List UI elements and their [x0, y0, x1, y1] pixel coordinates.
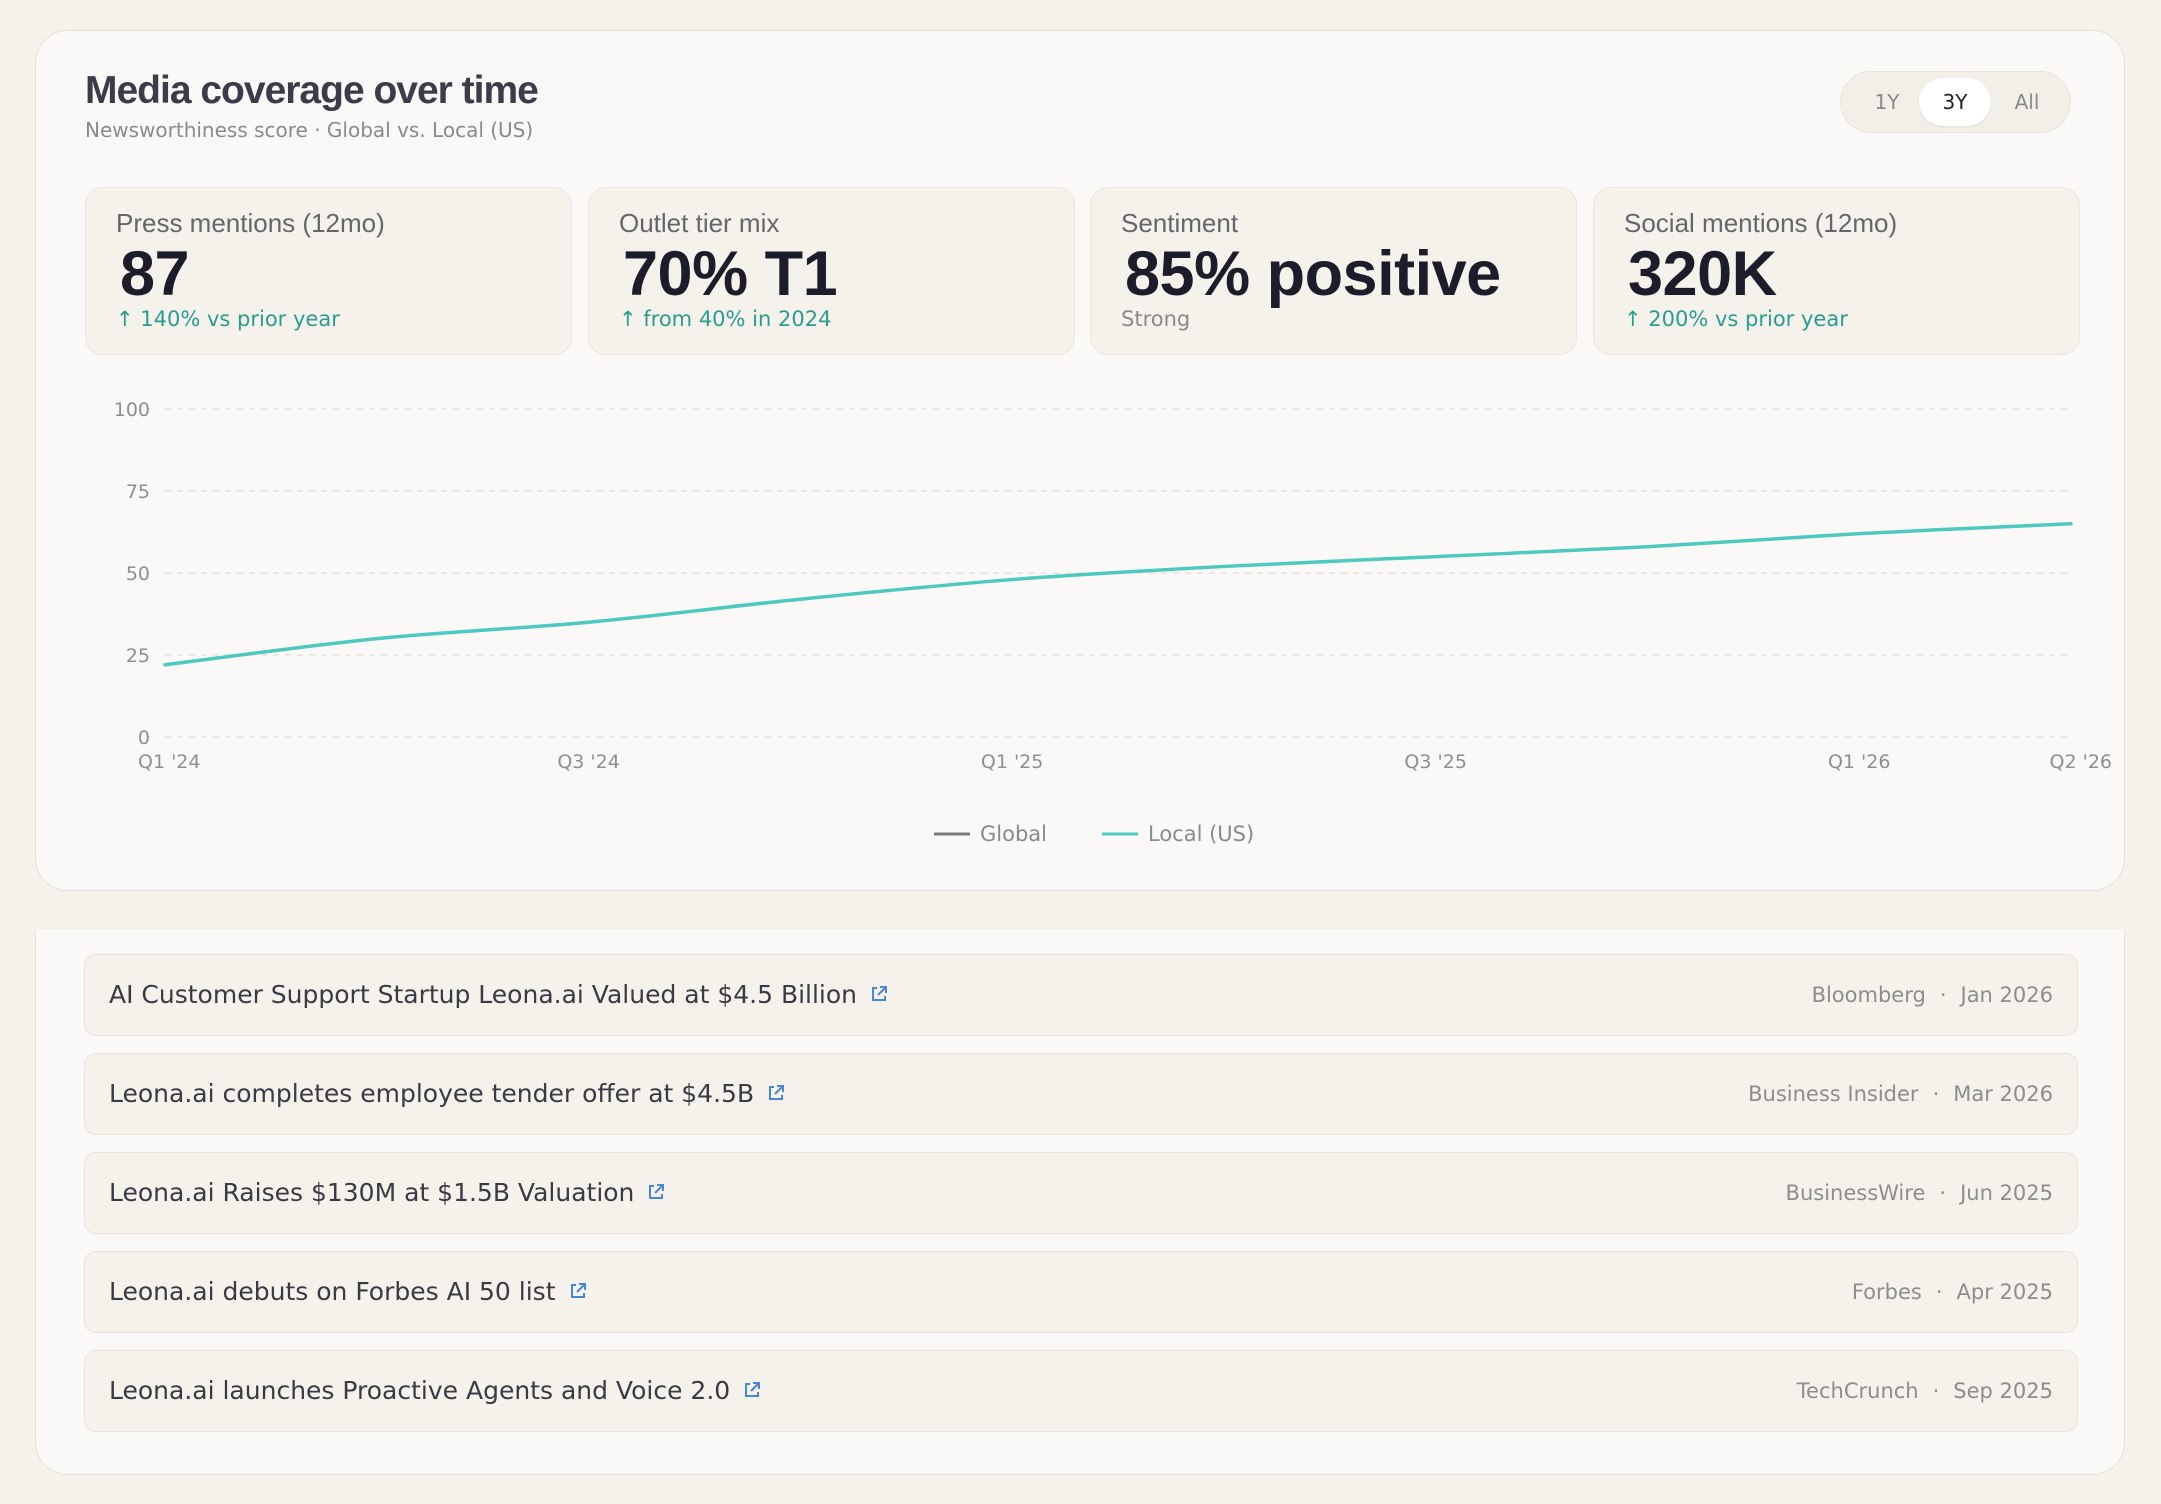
article-date: Jan 2026	[1960, 983, 2054, 1007]
article-title[interactable]: Leona.ai debuts on Forbes AI 50 list	[109, 1252, 588, 1332]
article-title-text[interactable]: Leona.ai launches Proactive Agents and V…	[109, 1376, 731, 1405]
y-tick-label: 50	[126, 563, 150, 585]
article-row[interactable]: Leona.ai Raises $130M at $1.5B Valuation…	[84, 1152, 2078, 1234]
y-tick-label: 25	[126, 645, 150, 667]
stat-value: 320K	[1628, 239, 1777, 309]
coverage-line-chart: 0 25 50 75 100 Q1 '24 Q3 '24 Q1 '25 Q3 '25 Q1 '26…	[114, 399, 2112, 846]
article-meta: TechCrunch · Sep 2025	[1796, 1379, 2053, 1403]
range-all-button[interactable]: All	[2014, 90, 2040, 114]
range-1y-button[interactable]: 1Y	[1874, 90, 1900, 114]
stat-label: Outlet tier mix	[619, 208, 780, 238]
stat-value: 85% positive	[1125, 239, 1501, 309]
external-link-icon[interactable]	[869, 984, 889, 1004]
article-source: Forbes	[1851, 1280, 1922, 1304]
x-tick-label: Q3 '25	[1404, 751, 1466, 773]
article-date: Mar 2026	[1953, 1082, 2053, 1106]
stat-value: 87	[120, 239, 190, 309]
external-link-icon[interactable]	[568, 1281, 588, 1301]
external-link-icon[interactable]	[646, 1182, 666, 1202]
article-meta: Business Insider · Mar 2026	[1748, 1082, 2053, 1106]
page-subtitle: Newsworthiness score · Global vs. Local …	[85, 118, 534, 142]
y-tick-label: 0	[138, 727, 150, 749]
article-title-text[interactable]: AI Customer Support Startup Leona.ai Val…	[109, 980, 858, 1009]
article-title[interactable]: Leona.ai launches Proactive Agents and V…	[109, 1351, 762, 1431]
media-coverage-card: Media coverage over time Newsworthiness …	[35, 30, 2125, 891]
y-tick-label: 75	[126, 481, 150, 503]
x-tick-label: Q2 '26	[2050, 751, 2112, 773]
article-title[interactable]: AI Customer Support Startup Leona.ai Val…	[109, 955, 889, 1035]
stat-delta: Strong	[1121, 307, 1191, 331]
legend-label: Global	[980, 822, 1047, 846]
legend-label: Local (US)	[1148, 822, 1254, 846]
article-title[interactable]: Leona.ai Raises $130M at $1.5B Valuation	[109, 1153, 666, 1233]
stat-delta: ↑ 200% vs prior year	[1624, 307, 1848, 331]
article-meta: BusinessWire · Jun 2025	[1785, 1181, 2053, 1205]
article-row[interactable]: Leona.ai debuts on Forbes AI 50 list For…	[84, 1251, 2078, 1333]
external-link-icon[interactable]	[742, 1380, 762, 1400]
article-title-text[interactable]: Leona.ai debuts on Forbes AI 50 list	[109, 1277, 556, 1306]
range-3y-button[interactable]: 3Y	[1919, 78, 1991, 126]
stat-card-press-mentions: Press mentions (12mo) 87 ↑ 140% vs prior…	[85, 187, 572, 355]
article-title-text[interactable]: Leona.ai Raises $130M at $1.5B Valuation	[109, 1178, 635, 1207]
series-line-local-us-	[163, 522, 2073, 667]
stat-card-sentiment: Sentiment 85% positive Strong	[1090, 187, 1577, 355]
article-date: Jun 2025	[1960, 1181, 2053, 1205]
article-date: Apr 2025	[1956, 1280, 2053, 1304]
page-title: Media coverage over time	[85, 69, 539, 112]
article-title[interactable]: Leona.ai completes employee tender offer…	[109, 1054, 786, 1134]
stat-label: Press mentions (12mo)	[116, 208, 385, 238]
x-tick-label: Q3 '24	[557, 751, 619, 773]
stat-delta: ↑ 140% vs prior year	[116, 307, 340, 331]
article-row[interactable]: AI Customer Support Startup Leona.ai Val…	[84, 954, 2078, 1036]
range-toggle: 1Y 3Y All	[1840, 71, 2071, 133]
stat-label: Sentiment	[1121, 208, 1239, 238]
article-source: TechCrunch	[1796, 1379, 1919, 1403]
stat-value: 70% T1	[623, 239, 838, 309]
article-meta: Forbes · Apr 2025	[1851, 1280, 2053, 1304]
article-source: Bloomberg	[1811, 983, 1926, 1007]
stat-label: Social mentions (12mo)	[1624, 208, 1898, 238]
stat-delta: ↑ from 40% in 2024	[619, 307, 832, 331]
external-link-icon[interactable]	[766, 1083, 786, 1103]
stat-card-outlet-tier: Outlet tier mix 70% T1 ↑ from 40% in 202…	[588, 187, 1075, 355]
article-source: Business Insider	[1748, 1082, 1919, 1106]
article-source: BusinessWire	[1785, 1181, 1926, 1205]
article-row[interactable]: Leona.ai completes employee tender offer…	[84, 1053, 2078, 1135]
x-tick-label: Q1 '25	[981, 751, 1043, 773]
x-tick-label: Q1 '26	[1828, 751, 1890, 773]
article-meta: Bloomberg · Jan 2026	[1811, 983, 2054, 1007]
stat-card-social-mentions: Social mentions (12mo) 320K ↑ 200% vs pr…	[1593, 187, 2080, 355]
article-title-text[interactable]: Leona.ai completes employee tender offer…	[109, 1079, 755, 1108]
article-row[interactable]: Leona.ai launches Proactive Agents and V…	[84, 1350, 2078, 1432]
x-tick-label: Q1 '24	[138, 751, 200, 773]
y-tick-label: 100	[114, 399, 150, 421]
article-date: Sep 2025	[1953, 1379, 2053, 1403]
articles-card: AI Customer Support Startup Leona.ai Val…	[35, 930, 2125, 1475]
